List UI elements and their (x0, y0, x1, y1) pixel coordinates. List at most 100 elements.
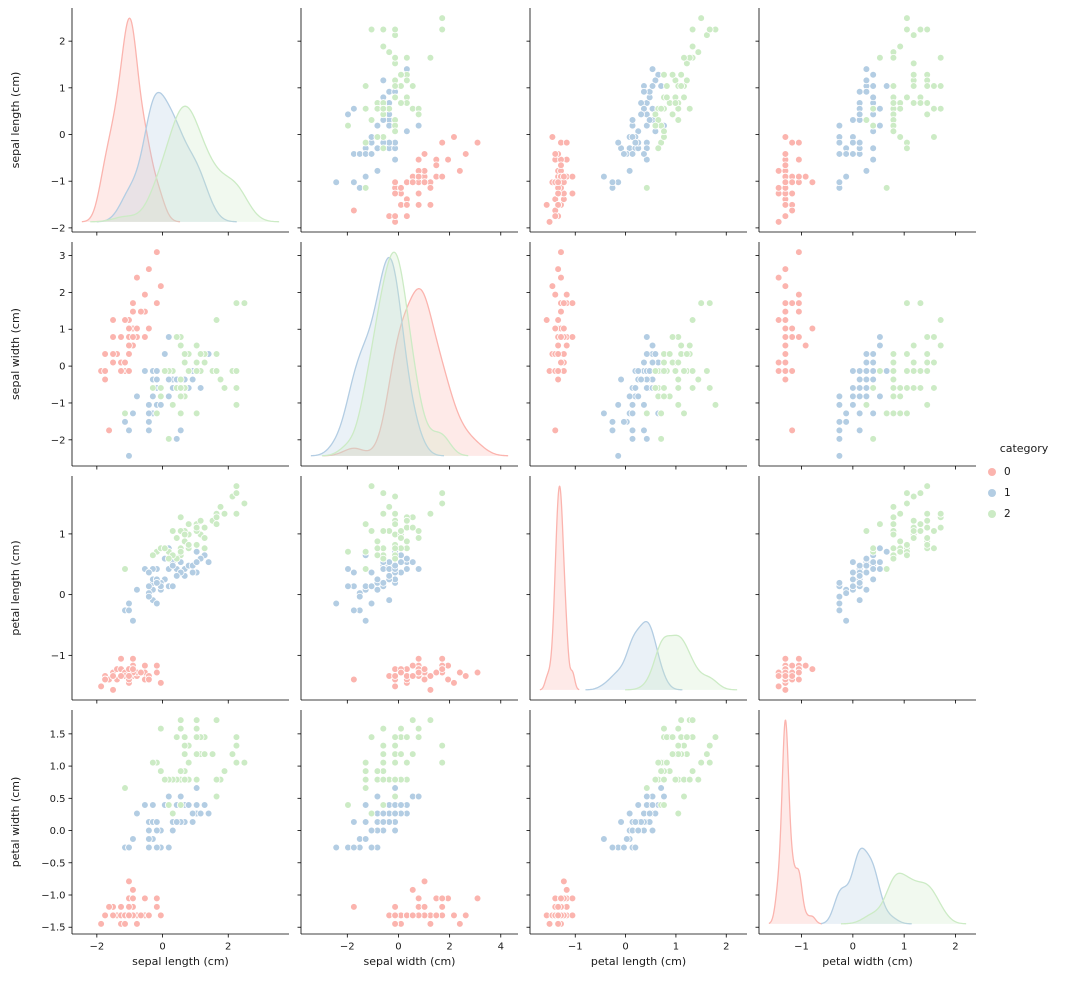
y-tick-label: 0 (59, 590, 65, 601)
scatter-points-category-2 (643, 299, 720, 443)
x-tick-label: 0 (159, 942, 165, 953)
panel-scatter-petal length (cm)-vs-sepal width (cm) (297, 476, 518, 704)
kde-curve-category-2 (321, 251, 469, 457)
axis-ticks (755, 40, 956, 236)
y-axis-label: petal width (cm) (9, 777, 22, 868)
x-tick-label: −1 (568, 942, 583, 953)
scatter-points-category-1 (121, 544, 213, 625)
axes-spines (71, 242, 289, 467)
axis-ticks: −2 −1 0 1 2 3 (51, 251, 229, 470)
axes-spines (71, 476, 289, 701)
scatter-points-category-0 (350, 133, 482, 226)
axes-spines (300, 8, 518, 233)
axis-ticks: −1 0 1 (51, 529, 229, 704)
kde-curve-category-2 (625, 634, 738, 691)
y-tick-label: 1.0 (50, 762, 66, 773)
x-tick-label: −2 (89, 942, 104, 953)
y-tick-label: −0.5 (41, 858, 65, 869)
legend-swatch-icon (988, 467, 996, 476)
x-tick-label: 2 (952, 942, 958, 953)
axes-spines (758, 710, 976, 935)
y-tick-label: −1 (51, 177, 66, 188)
panel-scatter-petal width (cm)-vs-petal length (cm): −1 0 1 2 (526, 710, 747, 953)
y-tick-label: −1 (51, 651, 66, 662)
axes-spines (300, 710, 518, 935)
y-axis-label: sepal length (cm) (9, 72, 22, 169)
y-tick-label: 2 (59, 37, 65, 48)
y-tick-label: 2 (59, 288, 65, 299)
scatter-points-category-2 (862, 14, 945, 192)
axes-spines (71, 710, 289, 935)
x-tick-label: 2 (723, 942, 729, 953)
legend-item-category-0: 0 (980, 461, 1068, 482)
y-tick-label: −1.0 (41, 891, 65, 902)
x-tick-label: 1 (673, 942, 679, 953)
y-tick-label: 1 (59, 325, 65, 336)
y-tick-label: 0 (59, 362, 65, 373)
scatter-points-category-0 (774, 133, 817, 226)
panel-kde-sepal width (cm) (297, 242, 518, 470)
axis-ticks (297, 40, 502, 236)
scatter-points-category-2 (344, 14, 446, 192)
axes-spines (300, 242, 518, 467)
x-tick-label: 0 (850, 942, 856, 953)
panel-kde-sepal length (cm): −2 −1 0 1 2 (51, 8, 289, 236)
y-tick-label: −1.5 (41, 923, 65, 934)
scatter-points-category-0 (350, 654, 482, 694)
legend-item-category-2: 2 (980, 503, 1068, 524)
x-tick-label: 2 (446, 942, 452, 953)
x-tick-label: 0 (395, 942, 401, 953)
y-axis-label: petal length (cm) (9, 540, 22, 635)
kde-curve-category-0 (768, 719, 823, 925)
panel-kde-petal width (cm): −1 0 1 2 (755, 710, 976, 953)
kde-curve-category-2 (90, 105, 280, 223)
scatter-points-category-1 (835, 333, 898, 460)
panel-scatter-sepal length (cm)-vs-petal length (cm) (526, 8, 747, 236)
scatter-points-category-2 (121, 716, 249, 818)
panel-scatter-sepal length (cm)-vs-sepal width (cm) (297, 8, 518, 236)
legend-label: 2 (1004, 507, 1011, 520)
scatter-points-category-2 (344, 482, 446, 573)
x-tick-label: 2 (225, 942, 231, 953)
scatter-points-category-2 (862, 482, 945, 573)
legend-items: 0 1 2 (980, 461, 1068, 524)
panel-scatter-petal width (cm)-vs-sepal length (cm): −2 0 2 −1.5 −1.0 −0.5 0.0 0.5 1.0 1.5 (41, 710, 289, 953)
axis-ticks (526, 40, 727, 236)
axis-ticks (526, 533, 727, 704)
legend-label: 1 (1004, 486, 1011, 499)
axis-ticks (297, 533, 502, 704)
axis-ticks (755, 533, 956, 704)
kde-curve-category-0 (539, 485, 580, 691)
y-tick-label: 1 (59, 529, 65, 540)
legend-swatch-icon (988, 488, 996, 497)
scatter-points-category-1 (600, 65, 668, 192)
y-tick-label: 3 (59, 251, 65, 262)
scatter-points-category-1 (121, 775, 213, 852)
scatter-points-category-2 (344, 716, 446, 818)
kde-curve-category-1 (820, 847, 912, 925)
scatter-points-category-2 (862, 299, 945, 443)
x-axis-label: sepal width (cm) (364, 955, 456, 968)
scatter-points-category-1 (332, 775, 423, 852)
legend-item-category-1: 1 (980, 482, 1068, 503)
scatter-points-category-0 (350, 877, 482, 928)
x-axis-label: sepal length (cm) (132, 955, 229, 968)
axes-spines (529, 476, 747, 701)
y-tick-label: 1.5 (50, 729, 66, 740)
scatter-points-category-2 (643, 716, 720, 818)
axes-spines (529, 710, 747, 935)
legend-swatch-icon (988, 509, 996, 518)
scatter-points-category-2 (121, 299, 249, 443)
scatter-points-category-1 (600, 775, 668, 852)
scatter-points-category-1 (835, 544, 898, 625)
x-tick-label: 0 (622, 942, 628, 953)
y-tick-label: −2 (51, 435, 66, 446)
legend-label: 0 (1004, 465, 1011, 478)
scatter-points-category-0 (542, 877, 577, 928)
x-tick-label: −2 (340, 942, 355, 953)
panel-scatter-sepal length (cm)-vs-petal width (cm) (755, 8, 976, 236)
scatter-points-category-0 (774, 654, 817, 694)
panel-scatter-petal width (cm)-vs-sepal width (cm): −2 0 2 4 (297, 710, 518, 953)
